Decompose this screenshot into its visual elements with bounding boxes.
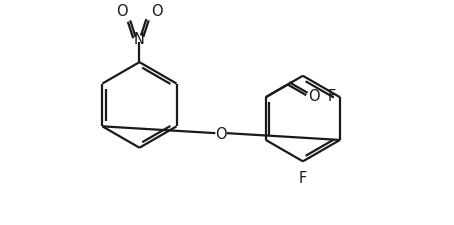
- Text: O: O: [215, 126, 227, 141]
- Text: F: F: [328, 88, 336, 103]
- Text: O: O: [152, 4, 163, 19]
- Text: O: O: [308, 88, 320, 103]
- Text: N: N: [134, 32, 145, 47]
- Text: F: F: [299, 170, 307, 185]
- Text: O: O: [116, 4, 127, 19]
